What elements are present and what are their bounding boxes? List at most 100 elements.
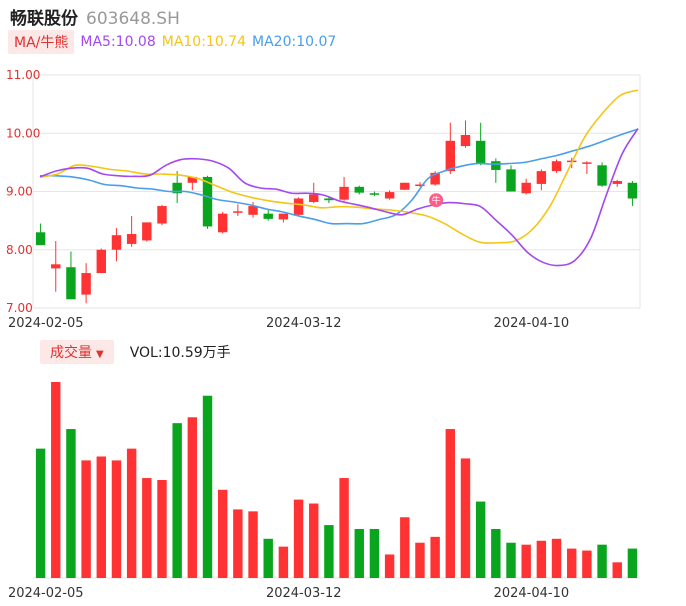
volume-bar bbox=[187, 417, 198, 578]
candle-body bbox=[430, 172, 440, 185]
ma20-line bbox=[39, 128, 639, 225]
volume-bar bbox=[293, 499, 304, 578]
candle-body bbox=[324, 198, 334, 201]
volume-button-label: 成交量 bbox=[50, 345, 92, 361]
volume-bar bbox=[536, 540, 547, 578]
candle-body bbox=[536, 171, 547, 184]
ma-toggle-button[interactable]: MA/牛熊 bbox=[8, 30, 75, 54]
candle-body bbox=[582, 162, 592, 164]
candle-body bbox=[35, 232, 46, 246]
candle-body bbox=[551, 161, 562, 172]
volume-bar bbox=[491, 529, 501, 578]
candle-body bbox=[415, 184, 425, 187]
candle-body bbox=[51, 264, 61, 269]
candle-body bbox=[521, 182, 531, 194]
volume-bar bbox=[430, 536, 440, 578]
candle-body bbox=[445, 140, 456, 172]
candle-body bbox=[339, 186, 349, 200]
volume-bar bbox=[369, 529, 380, 578]
candle-body bbox=[157, 206, 167, 224]
bull-badge-text: 牛 bbox=[432, 195, 441, 207]
volume-bar bbox=[612, 562, 622, 578]
volume-bar bbox=[278, 546, 289, 578]
ma20-label: MA20:10.07 bbox=[252, 34, 337, 50]
volume-bar bbox=[142, 478, 152, 578]
volume-bar bbox=[96, 456, 106, 578]
candle-body bbox=[597, 165, 607, 186]
volume-bar bbox=[111, 460, 122, 578]
ma5-label: MA5:10.08 bbox=[80, 34, 156, 50]
candle-body bbox=[96, 249, 106, 274]
volume-bar bbox=[126, 448, 137, 578]
candle-body bbox=[384, 192, 395, 199]
stock-header: 畅联股份 603648.SH bbox=[10, 4, 180, 29]
candle-body bbox=[309, 194, 319, 202]
volume-bar bbox=[400, 517, 410, 578]
candle-body bbox=[263, 213, 273, 219]
candle-body bbox=[233, 211, 243, 213]
volume-bar bbox=[81, 460, 91, 578]
y-tick-label: 9.00 bbox=[6, 185, 33, 199]
volume-indicator-dropdown[interactable]: 成交量 ▼ bbox=[40, 340, 114, 364]
candle-body bbox=[278, 213, 289, 220]
volume-bar bbox=[339, 478, 349, 578]
volume-bar bbox=[263, 538, 273, 578]
candle-body bbox=[627, 182, 638, 199]
volume-bar bbox=[384, 554, 395, 578]
x-tick-label: 2024-04-10 bbox=[494, 316, 570, 331]
y-tick-label: 7.00 bbox=[6, 301, 33, 315]
candle-body bbox=[81, 273, 91, 295]
volume-value: VOL:10.59万手 bbox=[129, 345, 231, 361]
volume-bar bbox=[582, 550, 592, 578]
volume-bar bbox=[627, 548, 638, 578]
candle-body bbox=[491, 161, 501, 170]
volume-bar bbox=[415, 542, 425, 578]
x-tick-label: 2024-02-05 bbox=[8, 586, 84, 601]
candle-body bbox=[202, 176, 213, 227]
volume-bar bbox=[475, 501, 486, 578]
candle-body bbox=[217, 213, 228, 233]
volume-bar bbox=[233, 509, 243, 578]
candle-body bbox=[369, 193, 380, 195]
volume-bar bbox=[248, 511, 258, 578]
volume-bar bbox=[506, 542, 516, 578]
volume-bar bbox=[35, 448, 46, 578]
candle-body bbox=[293, 198, 304, 215]
volume-bar bbox=[217, 489, 228, 578]
volume-bar bbox=[309, 503, 319, 578]
volume-bar bbox=[567, 548, 577, 578]
ma10-line bbox=[39, 89, 639, 244]
candle-body bbox=[400, 182, 410, 190]
volume-bar bbox=[521, 544, 531, 578]
volume-bar bbox=[597, 544, 607, 578]
candle-body bbox=[66, 267, 76, 300]
ma10-label: MA10:10.74 bbox=[161, 34, 247, 50]
candle-body bbox=[172, 182, 182, 194]
volume-legend: 成交量 ▼ VOL:10.59万手 bbox=[40, 340, 231, 364]
candle-body bbox=[475, 140, 486, 165]
volume-bar bbox=[66, 429, 76, 578]
candle-body bbox=[142, 222, 152, 241]
ma5-line bbox=[39, 128, 639, 267]
candle-body bbox=[248, 206, 258, 215]
candle-body bbox=[187, 176, 198, 183]
y-tick-label: 10.00 bbox=[6, 126, 40, 140]
caret-down-icon: ▼ bbox=[96, 349, 104, 360]
volume-bar bbox=[172, 423, 182, 578]
ma-legend: MA/牛熊 MA5:10.08 MA10:10.74 MA20:10.07 bbox=[8, 30, 336, 54]
x-tick-label: 2024-04-10 bbox=[494, 586, 570, 601]
volume-bar bbox=[51, 382, 61, 578]
volume-bar bbox=[157, 480, 167, 578]
stock-name: 畅联股份 bbox=[10, 9, 78, 29]
volume-bar bbox=[460, 458, 471, 578]
volume-bar bbox=[202, 395, 213, 578]
candle-body bbox=[354, 186, 364, 193]
volume-bar bbox=[354, 529, 364, 578]
y-tick-label: 11.00 bbox=[6, 68, 40, 82]
bull-badge-icon[interactable] bbox=[429, 193, 444, 208]
stock-code: 603648.SH bbox=[86, 9, 180, 29]
y-tick-label: 8.00 bbox=[6, 243, 33, 257]
candle-body bbox=[460, 134, 471, 147]
candle-body bbox=[126, 234, 137, 244]
